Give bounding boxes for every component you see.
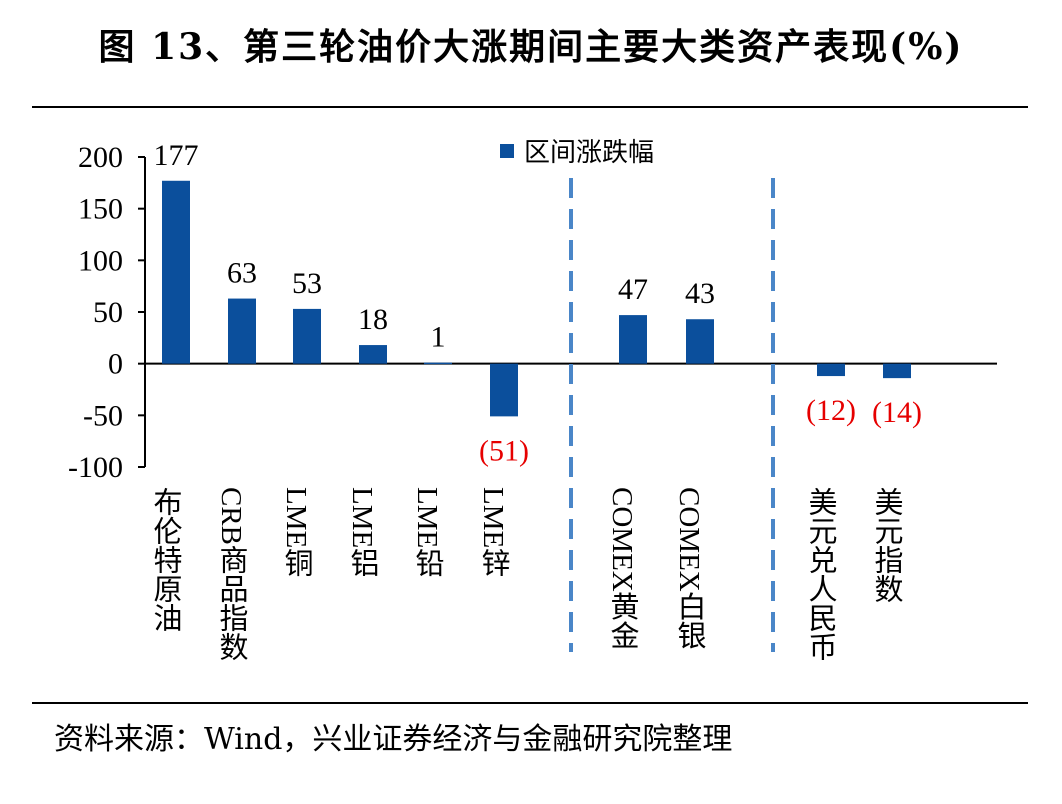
bar — [686, 319, 714, 364]
y-tick-label: 200 — [78, 141, 123, 174]
y-tick-label: -50 — [83, 399, 123, 432]
bar — [817, 363, 845, 377]
data-label: 63 — [227, 257, 257, 290]
bar — [162, 180, 190, 364]
category-label: CRB商品指数 — [215, 487, 249, 661]
category-label: LME铅 — [411, 487, 445, 577]
y-tick-label: 100 — [78, 244, 123, 277]
bars-group — [162, 180, 911, 417]
bar-chart: 200 150 100 50 0 -50 -100 177 63 53 18 1 (51) 47 43 (1… — [68, 138, 997, 662]
data-label: 47 — [618, 273, 648, 306]
legend-label: 区间涨跌幅 — [524, 138, 654, 168]
bottom-rule — [32, 702, 1028, 704]
legend-swatch — [500, 144, 514, 158]
legend: 区间涨跌幅 — [500, 138, 654, 168]
category-label: LME锌 — [477, 487, 510, 577]
top-rule — [32, 106, 1028, 108]
y-tick-label: 0 — [108, 348, 123, 381]
category-labels-group: 布伦特原油 CRB商品指数 LME铜 LME铝 LME铅 LME锌 COMEX黄金 COMEX… — [149, 487, 904, 662]
category-label: LME铝 — [346, 487, 380, 577]
y-tick-label: 50 — [93, 296, 123, 329]
data-label: (12) — [806, 394, 856, 427]
source-note: 资料来源：Wind，兴业证券经济与金融研究院整理 — [54, 722, 733, 757]
category-label: 美元兑人民币 — [804, 487, 837, 661]
y-tick-label: 150 — [78, 193, 123, 226]
data-label: (51) — [479, 434, 529, 467]
y-axis: 200 150 100 50 0 -50 -100 — [68, 141, 997, 484]
data-label: 53 — [292, 267, 322, 300]
bar — [359, 345, 387, 364]
data-label: (14) — [872, 396, 922, 429]
bar — [228, 298, 256, 364]
bar — [883, 363, 911, 379]
data-label: 1 — [431, 321, 446, 354]
bar — [619, 315, 647, 364]
category-label: 美元指数 — [870, 487, 904, 603]
bar — [293, 308, 321, 364]
data-label: 43 — [685, 277, 715, 310]
data-label: 177 — [154, 139, 199, 172]
chart-title: 图 13、第三轮油价大涨期间主要大类资产表现(%) — [98, 26, 964, 68]
category-label: 布伦特原油 — [149, 487, 183, 632]
bar — [490, 363, 518, 417]
category-label: COMEX黄金 — [606, 487, 640, 650]
divider-group — [569, 178, 775, 652]
bar — [424, 362, 452, 365]
category-label: LME铜 — [280, 487, 314, 577]
data-label: 18 — [358, 303, 388, 336]
y-tick-label: -100 — [68, 451, 123, 484]
data-labels-group: 177 63 53 18 1 (51) 47 43 (12) (14) — [154, 139, 922, 468]
category-label: COMEX白银 — [673, 487, 707, 650]
